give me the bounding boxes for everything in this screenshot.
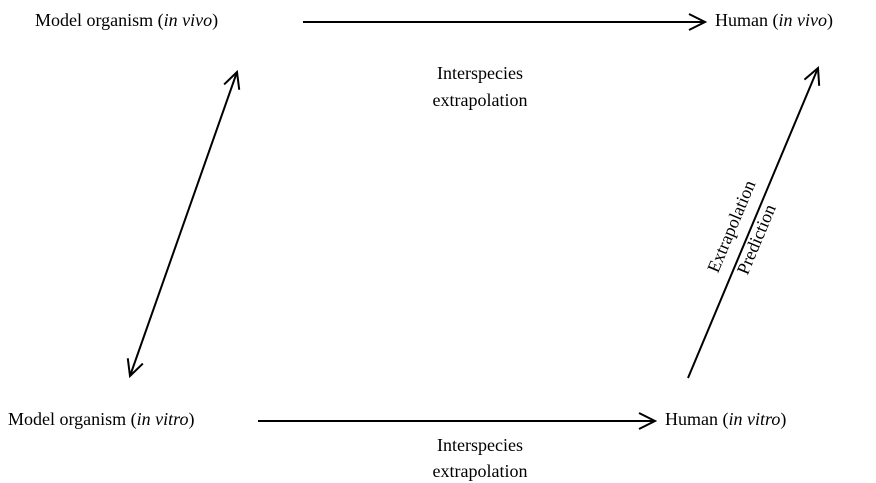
edge-label: Interspecies: [437, 435, 523, 455]
node-label: Model organism (in vivo): [35, 10, 218, 31]
arrow: [687, 68, 818, 379]
node-label: Human (in vitro): [665, 409, 786, 430]
edge-label: Interspecies: [437, 63, 523, 83]
node-label: Human (in vivo): [715, 10, 833, 31]
edge-label: extrapolation: [433, 90, 528, 110]
node-label: Model organism (in vitro): [8, 409, 195, 430]
edge-label: extrapolation: [433, 461, 528, 481]
double-arrow: [130, 72, 237, 376]
